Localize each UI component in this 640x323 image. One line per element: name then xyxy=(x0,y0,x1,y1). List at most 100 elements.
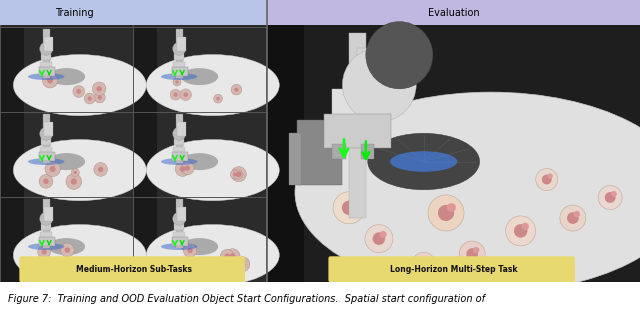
Bar xyxy=(267,0,640,282)
Circle shape xyxy=(514,224,527,238)
Bar xyxy=(0,197,133,282)
Circle shape xyxy=(214,94,223,103)
Circle shape xyxy=(365,224,393,253)
Bar xyxy=(133,112,266,197)
Circle shape xyxy=(547,173,553,179)
Circle shape xyxy=(228,260,232,265)
Circle shape xyxy=(60,243,74,257)
Circle shape xyxy=(220,249,234,263)
Circle shape xyxy=(94,163,108,176)
Ellipse shape xyxy=(13,224,147,286)
Circle shape xyxy=(573,211,580,217)
Bar xyxy=(133,112,157,197)
Bar xyxy=(175,114,183,163)
Bar xyxy=(40,232,52,241)
Circle shape xyxy=(94,92,105,103)
Circle shape xyxy=(231,84,242,95)
FancyBboxPatch shape xyxy=(328,256,575,282)
Circle shape xyxy=(66,174,82,189)
Bar xyxy=(174,219,184,230)
Circle shape xyxy=(173,127,186,140)
Circle shape xyxy=(38,245,51,258)
Circle shape xyxy=(342,48,416,122)
Circle shape xyxy=(605,192,616,203)
Bar xyxy=(42,114,50,163)
Ellipse shape xyxy=(181,153,218,170)
Circle shape xyxy=(342,201,356,215)
Circle shape xyxy=(473,247,479,253)
Circle shape xyxy=(40,212,53,225)
Circle shape xyxy=(230,170,240,179)
Circle shape xyxy=(47,77,53,83)
Circle shape xyxy=(170,89,181,100)
Circle shape xyxy=(567,212,579,224)
Ellipse shape xyxy=(161,73,198,80)
Circle shape xyxy=(598,185,622,210)
Bar xyxy=(44,207,53,221)
Circle shape xyxy=(225,249,240,264)
Text: Training: Training xyxy=(56,8,94,18)
Bar xyxy=(349,33,366,218)
Ellipse shape xyxy=(28,158,65,165)
Circle shape xyxy=(412,252,436,276)
Bar xyxy=(0,197,24,282)
Bar xyxy=(174,49,184,59)
Circle shape xyxy=(234,88,239,92)
FancyBboxPatch shape xyxy=(19,256,245,282)
Bar xyxy=(175,29,183,78)
Circle shape xyxy=(183,244,197,257)
Circle shape xyxy=(70,178,77,185)
Circle shape xyxy=(447,203,456,212)
Bar xyxy=(172,152,188,161)
Circle shape xyxy=(506,216,536,246)
Circle shape xyxy=(180,166,186,172)
Circle shape xyxy=(542,174,552,184)
Circle shape xyxy=(82,265,86,269)
Circle shape xyxy=(175,162,190,176)
Circle shape xyxy=(380,231,387,238)
Ellipse shape xyxy=(147,55,279,116)
Circle shape xyxy=(239,261,245,267)
Circle shape xyxy=(424,258,430,264)
Circle shape xyxy=(611,191,617,197)
Bar xyxy=(267,0,640,25)
Ellipse shape xyxy=(48,68,85,85)
Circle shape xyxy=(74,171,77,174)
Text: Medium-Horizon Sub-Tasks: Medium-Horizon Sub-Tasks xyxy=(76,265,191,274)
Ellipse shape xyxy=(368,133,479,190)
Circle shape xyxy=(233,170,243,179)
Circle shape xyxy=(372,232,385,245)
Circle shape xyxy=(236,171,242,177)
Bar xyxy=(332,144,346,159)
Circle shape xyxy=(225,254,230,259)
Circle shape xyxy=(65,247,70,253)
Circle shape xyxy=(185,166,190,171)
Circle shape xyxy=(45,161,60,177)
Circle shape xyxy=(73,86,84,97)
Circle shape xyxy=(522,223,529,230)
Circle shape xyxy=(40,42,53,55)
Circle shape xyxy=(536,169,557,191)
Ellipse shape xyxy=(28,243,65,250)
Text: Long-Horizon Multi-Step Task: Long-Horizon Multi-Step Task xyxy=(390,265,517,274)
Bar xyxy=(41,134,51,145)
Bar xyxy=(133,27,157,112)
Bar xyxy=(173,232,185,241)
Circle shape xyxy=(333,192,365,224)
Circle shape xyxy=(96,261,106,271)
Ellipse shape xyxy=(28,73,65,80)
Circle shape xyxy=(99,264,102,268)
Circle shape xyxy=(39,174,53,188)
Bar xyxy=(177,122,186,136)
Bar xyxy=(358,48,408,85)
Circle shape xyxy=(84,93,95,104)
Ellipse shape xyxy=(295,92,640,293)
Ellipse shape xyxy=(48,153,85,170)
Bar xyxy=(172,67,188,76)
Bar xyxy=(44,37,53,51)
Circle shape xyxy=(88,267,95,273)
Circle shape xyxy=(225,257,236,268)
Circle shape xyxy=(76,89,81,94)
Bar xyxy=(173,62,185,71)
Bar xyxy=(172,237,188,246)
